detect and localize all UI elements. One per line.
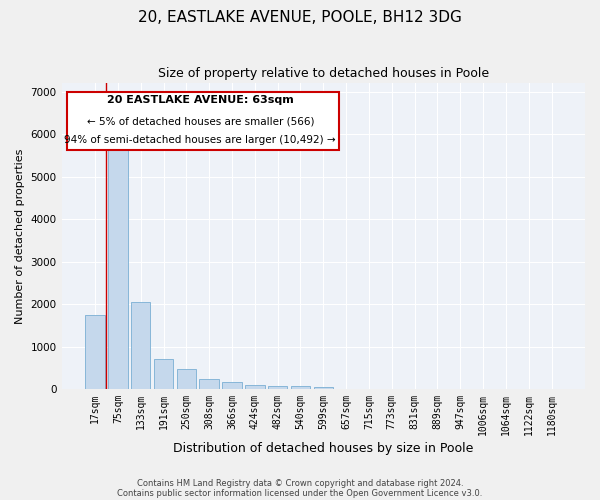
- Text: Contains public sector information licensed under the Open Government Licence v3: Contains public sector information licen…: [118, 488, 482, 498]
- Bar: [222, 382, 242, 389]
- Text: 20 EASTLAKE AVENUE: 63sqm: 20 EASTLAKE AVENUE: 63sqm: [107, 96, 293, 106]
- Title: Size of property relative to detached houses in Poole: Size of property relative to detached ho…: [158, 68, 489, 80]
- Text: 94% of semi-detached houses are larger (10,492) →: 94% of semi-detached houses are larger (…: [64, 135, 336, 145]
- FancyBboxPatch shape: [67, 92, 339, 150]
- Bar: [314, 386, 333, 389]
- Bar: [176, 368, 196, 389]
- Text: Contains HM Land Registry data © Crown copyright and database right 2024.: Contains HM Land Registry data © Crown c…: [137, 478, 463, 488]
- Bar: [131, 302, 151, 389]
- X-axis label: Distribution of detached houses by size in Poole: Distribution of detached houses by size …: [173, 442, 473, 455]
- Bar: [291, 386, 310, 389]
- Bar: [245, 385, 265, 389]
- Bar: [108, 142, 128, 389]
- Text: 20, EASTLAKE AVENUE, POOLE, BH12 3DG: 20, EASTLAKE AVENUE, POOLE, BH12 3DG: [138, 10, 462, 25]
- Text: ← 5% of detached houses are smaller (566): ← 5% of detached houses are smaller (566…: [86, 116, 314, 126]
- Bar: [199, 380, 219, 389]
- Bar: [268, 386, 287, 389]
- Y-axis label: Number of detached properties: Number of detached properties: [15, 148, 25, 324]
- Bar: [85, 314, 105, 389]
- Bar: [154, 360, 173, 389]
